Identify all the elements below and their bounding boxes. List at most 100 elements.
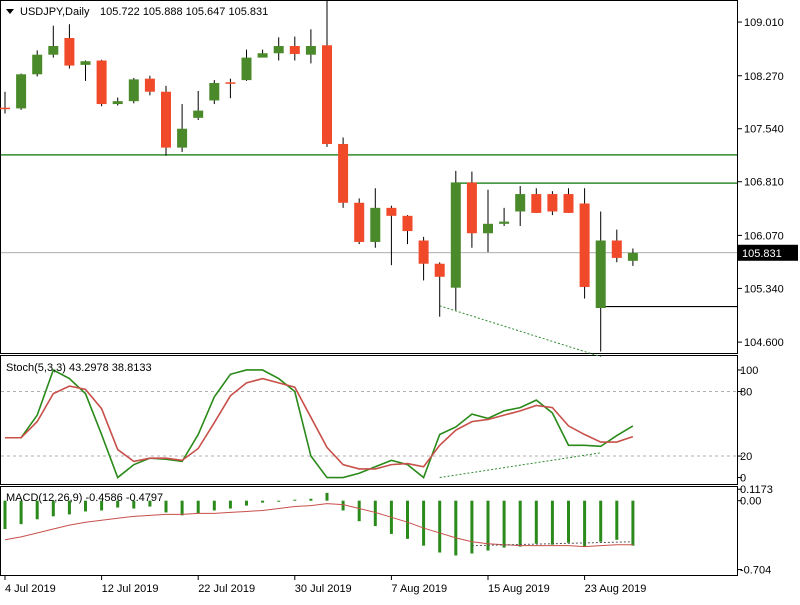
- candle-body: [499, 221, 510, 224]
- bear-candle: [418, 236, 429, 281]
- candle-body: [273, 45, 284, 54]
- macd-trendline: [471, 541, 633, 547]
- candle-body: [193, 110, 204, 118]
- stoch-trendline: [439, 452, 601, 479]
- macd-histogram-bar: [438, 500, 442, 553]
- stoch-tick-label: 20: [740, 451, 752, 463]
- bull-candle: [450, 170, 461, 311]
- bear-candle: [0, 91, 10, 114]
- price-tick-label: 105.340: [744, 283, 784, 295]
- macd-histogram-bar: [341, 500, 345, 511]
- candle-body: [241, 57, 252, 81]
- bull-candle: [80, 60, 91, 81]
- candle-body: [0, 107, 10, 110]
- bear-candle: [354, 198, 365, 245]
- stoch-tick-label: 100: [740, 365, 758, 377]
- bull-candle: [32, 50, 43, 77]
- macd-histogram-bar: [261, 500, 265, 503]
- macd-histogram-bar: [228, 500, 232, 509]
- candle-body: [515, 194, 526, 212]
- macd-histogram-bar: [615, 500, 619, 540]
- macd-histogram-bar: [406, 500, 409, 539]
- macd-tick-label: 0.00: [740, 496, 761, 508]
- price-tick-label: 104.600: [744, 337, 784, 349]
- bull-candle: [257, 49, 268, 58]
- macd-histogram-bar: [422, 500, 426, 546]
- candle-body: [305, 45, 316, 55]
- bear-candle: [547, 191, 558, 216]
- time-tick-label: 23 Aug 2019: [585, 583, 647, 595]
- macd-histogram-bar: [19, 500, 23, 525]
- price-tick-label: 106.810: [744, 177, 784, 189]
- bull-candle: [128, 77, 139, 104]
- macd-histogram-bar: [148, 500, 152, 507]
- macd-histogram-bar: [196, 500, 200, 514]
- time-tick-label: 7 Aug 2019: [391, 583, 447, 595]
- macd-histogram-bar: [518, 500, 522, 547]
- macd-histogram-bar: [470, 500, 474, 554]
- bull-candle: [16, 73, 27, 110]
- candle-body: [64, 38, 75, 66]
- bull-candle: [112, 97, 123, 106]
- bear-candle: [386, 205, 397, 266]
- current-price-tag: [738, 244, 798, 261]
- stoch-tick-label: 0: [740, 473, 746, 485]
- bull-candle: [177, 104, 188, 152]
- candle-body: [209, 83, 220, 101]
- triangle-down-icon[interactable]: [6, 9, 14, 14]
- bear-candle: [402, 215, 413, 245]
- time-tick-label: 4 Jul 2019: [5, 583, 56, 595]
- macd-histogram-bar: [373, 500, 377, 527]
- candle-body: [627, 252, 638, 261]
- macd-title: MACD(12,26,9) -0.4586 -0.4797: [6, 492, 163, 504]
- bear-candle: [289, 36, 300, 61]
- stoch-d-line: [5, 377, 634, 470]
- time-tick-label: 15 Aug 2019: [488, 583, 550, 595]
- macd-histogram-bar: [583, 500, 587, 547]
- candle-body: [128, 79, 139, 102]
- macd-histogram-bar: [567, 500, 570, 543]
- bull-candle: [627, 248, 638, 266]
- bull-candle: [241, 49, 252, 81]
- stoch-title: Stoch(5,3,3) 43.2978 38.8133: [6, 362, 152, 374]
- bear-candle: [563, 188, 574, 213]
- candle-body: [112, 101, 123, 105]
- stoch-k-line: [5, 368, 634, 479]
- bear-candle: [161, 85, 171, 156]
- price-panel: 109.010 108.270 107.540 106.810 106.070 105.3…: [0, 0, 798, 358]
- candle-body: [161, 91, 171, 148]
- candle-body: [402, 215, 413, 232]
- macd-histogram-bar: [277, 500, 281, 502]
- macd-histogram-bar: [245, 500, 248, 506]
- price-tick-label: 106.070: [744, 230, 784, 242]
- bear-candle: [322, 0, 332, 147]
- macd-histogram-bar: [100, 500, 104, 511]
- price-trendline: [439, 305, 601, 358]
- macd-histogram-bar: [35, 500, 39, 520]
- candle-body: [16, 74, 27, 109]
- bull-candle: [193, 90, 204, 121]
- macd-histogram-bar: [67, 500, 71, 515]
- bear-candle: [531, 188, 542, 213]
- bear-candle: [225, 78, 236, 99]
- bull-candle: [370, 188, 381, 248]
- macd-histogram-bar: [534, 500, 538, 544]
- price-tick-label: 107.540: [744, 124, 784, 136]
- bear-candle: [466, 171, 477, 248]
- bull-candle: [499, 207, 510, 226]
- price-tick-label: 108.270: [744, 71, 784, 83]
- macd-histogram-bar: [550, 500, 554, 545]
- macd-histogram-bar: [325, 492, 329, 501]
- bull-candle: [515, 186, 526, 226]
- candle-body: [547, 194, 558, 212]
- macd-tick-label: -0.704: [740, 565, 771, 577]
- candle-body: [354, 202, 365, 242]
- bull-candle: [595, 211, 606, 352]
- bull-candle: [209, 80, 220, 105]
- current-price-label: 105.831: [742, 248, 782, 260]
- candle-body: [225, 82, 236, 84]
- stoch-tick-label: 80: [740, 386, 752, 398]
- time-axis: 4 Jul 2019 12 Jul 2019 22 Jul 2019 30 Jul 2…: [4, 576, 647, 595]
